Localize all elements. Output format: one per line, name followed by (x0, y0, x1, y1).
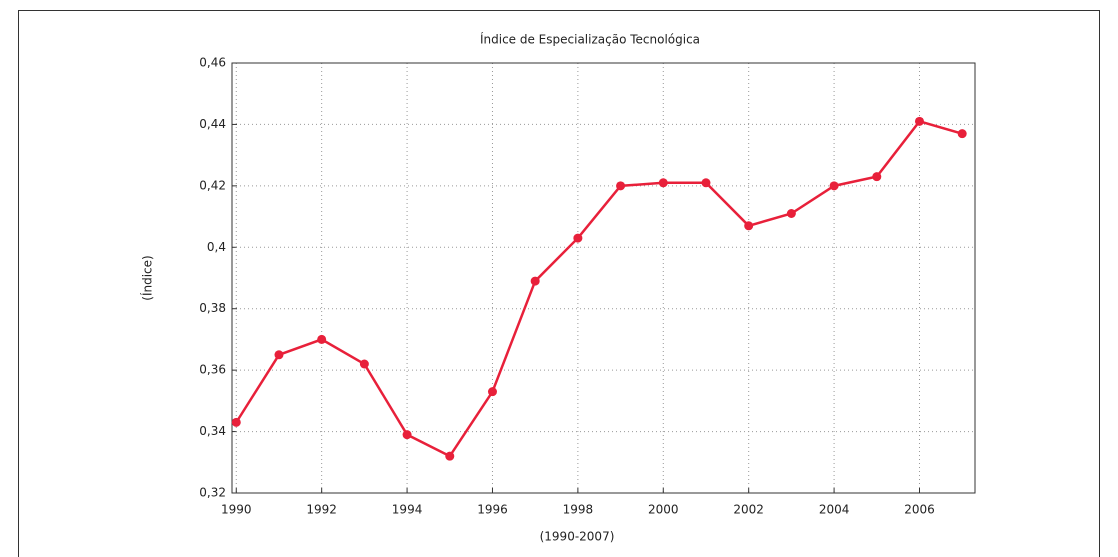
x-tick-label: 2006 (904, 503, 935, 517)
y-tick-label: 0,38 (199, 301, 226, 315)
y-tick-label: 0,36 (199, 363, 226, 377)
data-point (914, 116, 924, 126)
data-point (957, 129, 967, 139)
data-point (530, 276, 540, 286)
series-line (235, 119, 963, 458)
data-point (402, 430, 412, 440)
x-axis-label: (1990-2007) (540, 530, 615, 544)
y-tick-label: 0,34 (199, 424, 226, 438)
data-point (872, 172, 882, 182)
data-point (487, 387, 497, 397)
data-point (744, 221, 754, 231)
data-point (274, 350, 284, 360)
y-axis-label: (Índice) (140, 255, 155, 300)
data-point (829, 181, 839, 191)
x-tick-label: 1994 (392, 503, 423, 517)
data-point (658, 178, 668, 188)
y-tick-label: 0,32 (199, 486, 226, 500)
data-point (786, 209, 796, 218)
y-tick-label: 0,4 (207, 240, 226, 254)
x-tick-label: 2002 (733, 503, 764, 517)
frame (18, 10, 1100, 557)
plot-area (231, 62, 976, 494)
y-tick-label: 0,46 (199, 56, 226, 70)
data-point (616, 181, 626, 191)
data-point (445, 451, 455, 461)
x-tick-label: 2000 (648, 503, 679, 517)
data-point (317, 334, 327, 344)
data-point (701, 178, 711, 188)
y-tick-label: 0,44 (199, 117, 226, 131)
x-tick-label: 1990 (221, 503, 252, 517)
chart-title: Índice de Especialização Tecnológica (480, 32, 700, 47)
x-tick-label: 1992 (306, 503, 337, 517)
x-tick-label: 1998 (563, 503, 594, 517)
data-point (573, 233, 583, 243)
data-point (231, 417, 241, 427)
x-tick-label: 2004 (819, 503, 850, 517)
x-tick-label: 1996 (477, 503, 508, 517)
data-point (359, 359, 369, 369)
y-tick-label: 0,42 (199, 178, 226, 192)
